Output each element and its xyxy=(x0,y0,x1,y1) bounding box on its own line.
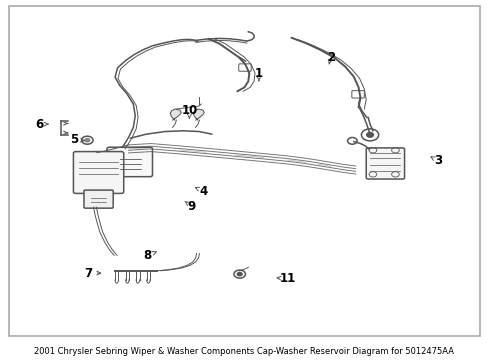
Text: 10: 10 xyxy=(181,104,197,117)
Text: 7: 7 xyxy=(84,267,93,280)
Circle shape xyxy=(366,132,373,137)
Text: 1: 1 xyxy=(254,67,263,80)
FancyBboxPatch shape xyxy=(238,64,251,71)
Circle shape xyxy=(85,139,89,142)
Text: 6: 6 xyxy=(35,118,43,131)
FancyBboxPatch shape xyxy=(73,152,123,193)
Text: 4: 4 xyxy=(199,185,207,198)
FancyBboxPatch shape xyxy=(107,147,152,177)
Text: 11: 11 xyxy=(279,272,295,285)
Polygon shape xyxy=(193,109,204,120)
Text: 8: 8 xyxy=(143,249,151,262)
FancyBboxPatch shape xyxy=(366,148,404,179)
Text: 2: 2 xyxy=(326,51,334,64)
Text: 2001 Chrysler Sebring Wiper & Washer Components Cap-Washer Reservoir Diagram for: 2001 Chrysler Sebring Wiper & Washer Com… xyxy=(35,347,453,356)
Circle shape xyxy=(237,273,242,276)
FancyBboxPatch shape xyxy=(351,91,364,98)
Text: 5: 5 xyxy=(70,133,79,146)
FancyBboxPatch shape xyxy=(84,190,113,208)
Text: 3: 3 xyxy=(434,154,442,167)
Polygon shape xyxy=(170,109,181,120)
Text: 9: 9 xyxy=(187,200,196,213)
